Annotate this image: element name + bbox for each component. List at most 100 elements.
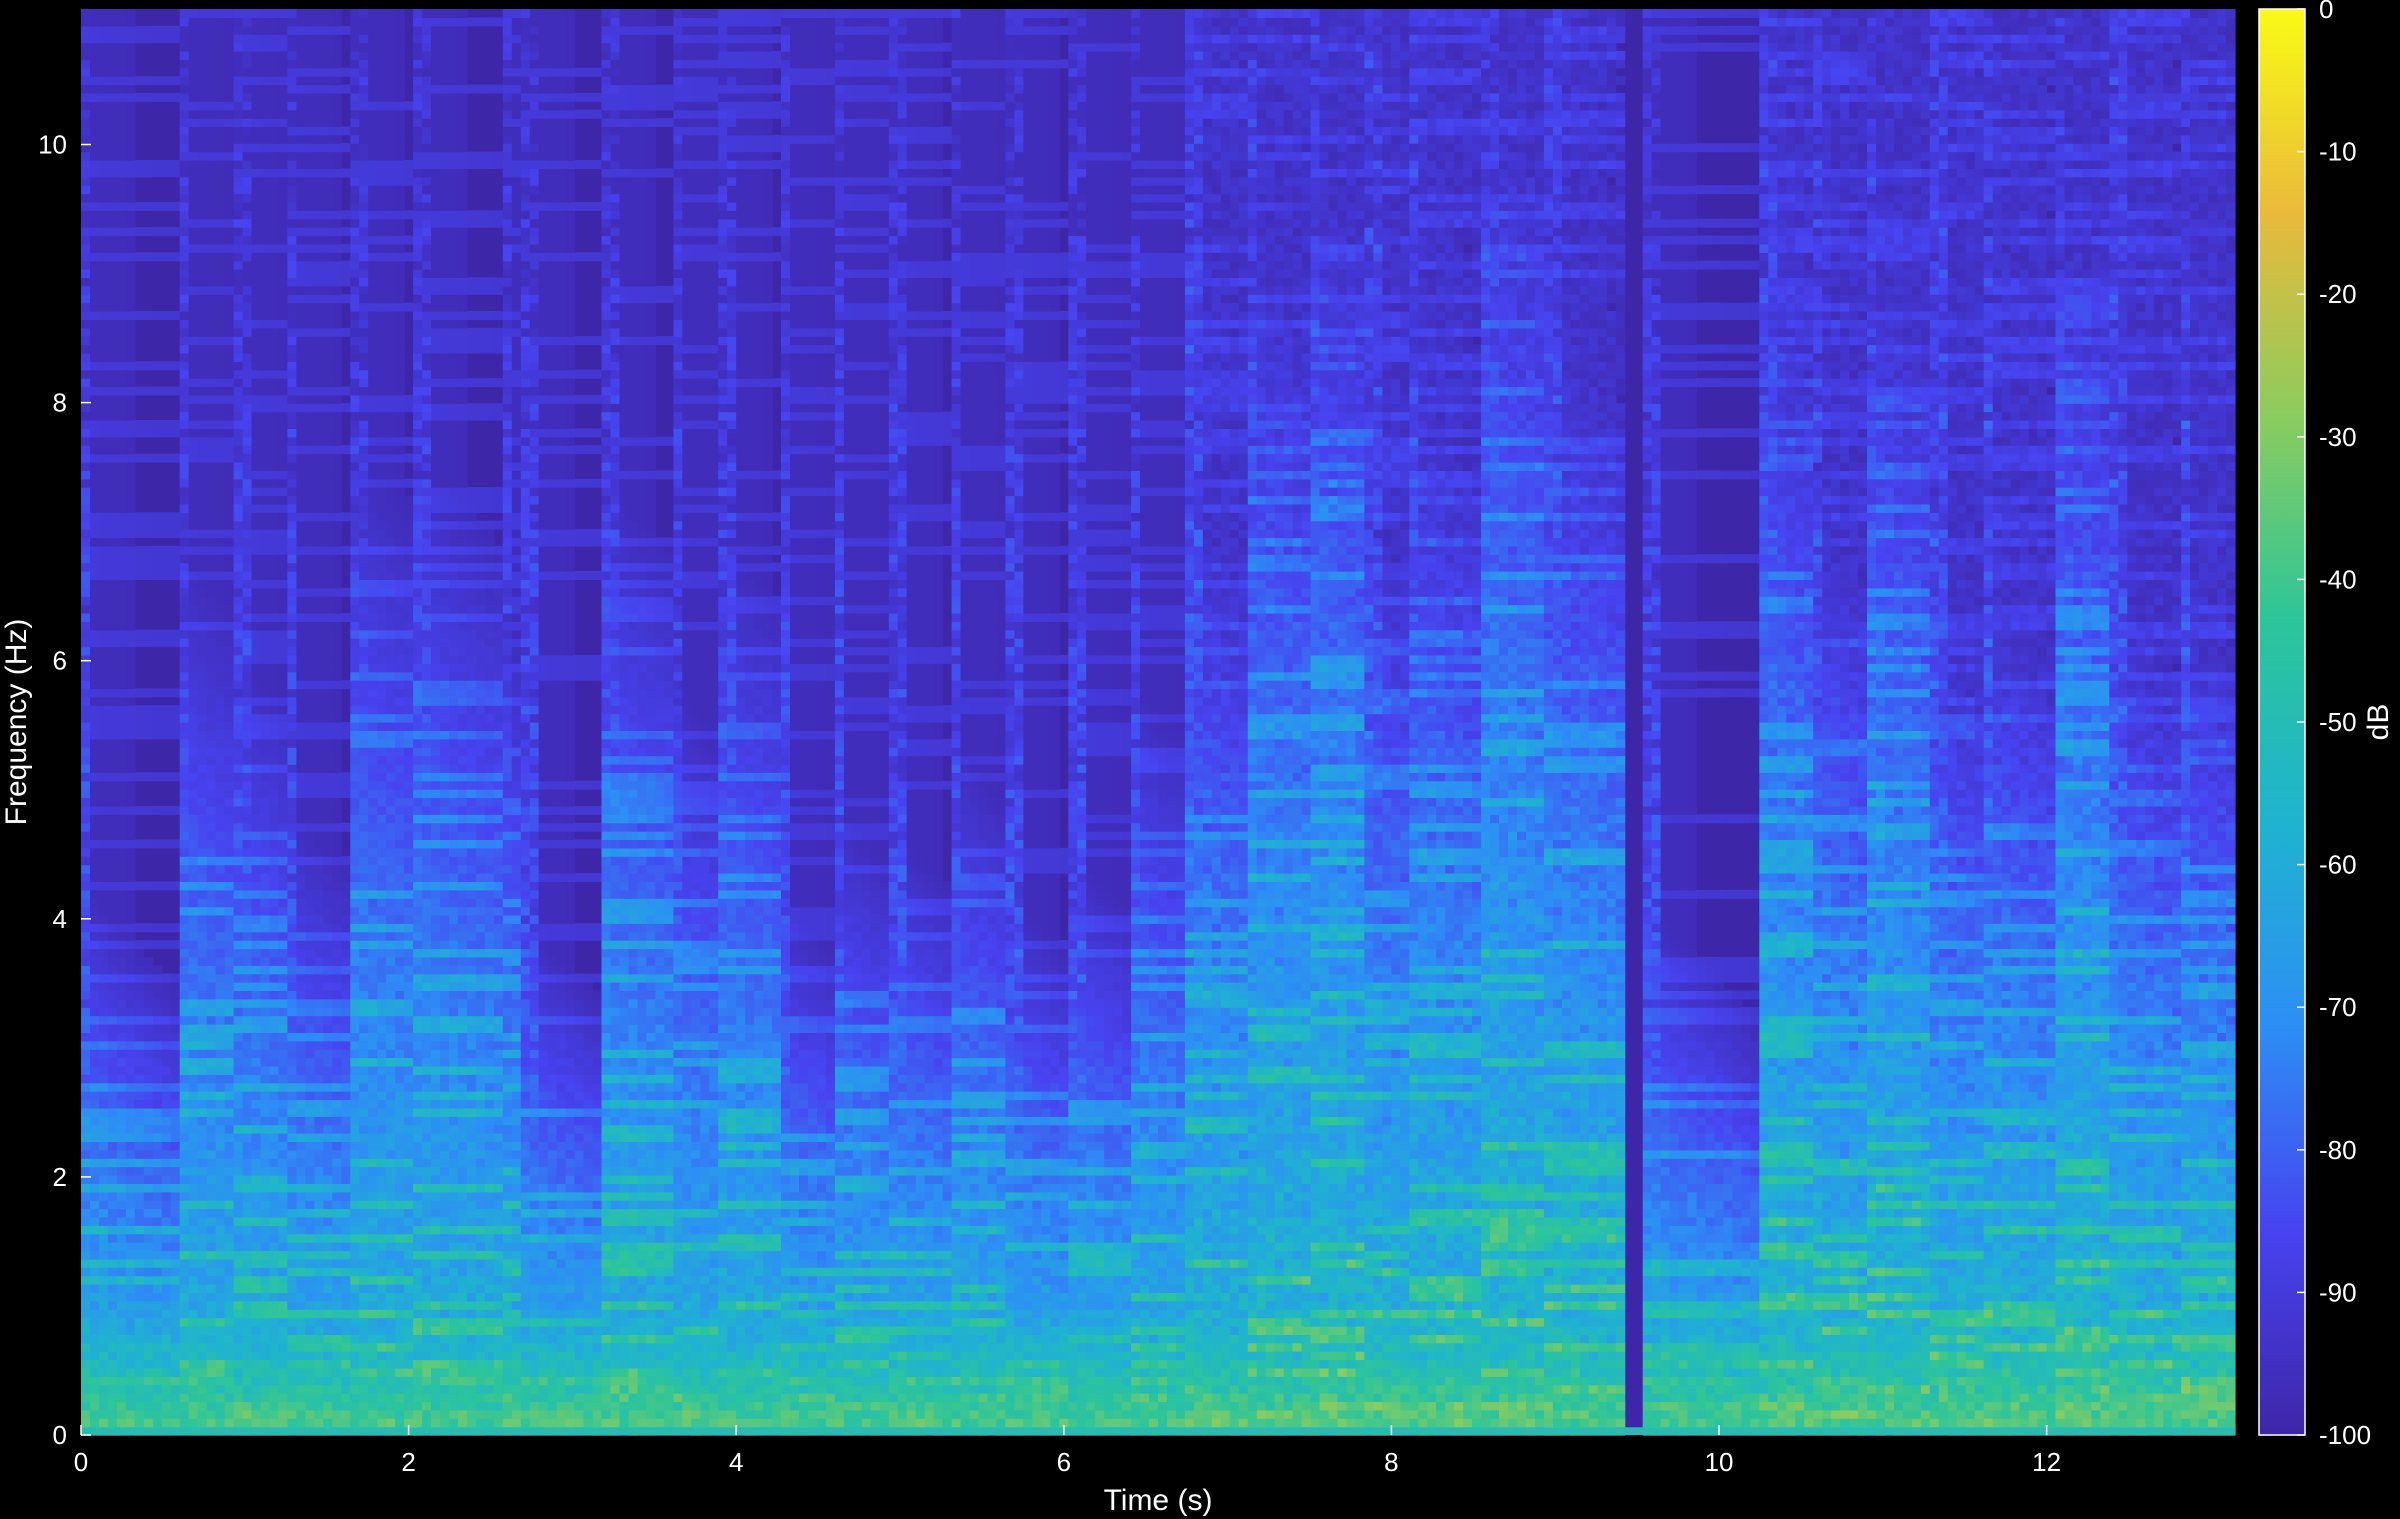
spectrogram-cell <box>126 479 136 488</box>
spectrogram-cell <box>126 470 136 479</box>
spectrogram-cell <box>252 269 262 278</box>
spectrogram-cell <box>162 1410 172 1419</box>
spectrogram-cell <box>144 26 154 35</box>
spectrogram-cell <box>278 881 288 890</box>
spectrogram-cell <box>261 185 271 194</box>
spectrogram-cell <box>144 252 154 261</box>
spectrogram-cell <box>180 1326 190 1335</box>
spectrogram-cell <box>90 487 100 496</box>
spectrogram-cell <box>81 1334 91 1343</box>
spectrogram-cell <box>144 1150 154 1159</box>
spectrogram-cell <box>243 571 253 580</box>
spectrogram-cell <box>252 236 262 245</box>
spectrogram-cell <box>234 1041 244 1050</box>
spectrogram-cell <box>287 1351 297 1360</box>
spectrogram-cell <box>216 244 226 253</box>
spectrogram-cell <box>216 865 226 874</box>
spectrogram-cell <box>278 1284 288 1293</box>
spectrogram-cell <box>270 1318 280 1327</box>
spectrogram-cell <box>207 194 217 203</box>
spectrogram-cell <box>135 512 145 521</box>
spectrogram-cell <box>189 512 199 521</box>
spectrogram-cell <box>180 990 190 999</box>
spectrogram-cell <box>180 881 190 890</box>
spectrogram-cell <box>278 538 288 547</box>
spectrogram-cell <box>99 51 109 60</box>
spectrogram-cell <box>216 328 226 337</box>
spectrogram-cell <box>81 932 91 941</box>
spectrogram-cell <box>189 1410 199 1419</box>
spectrogram-cell <box>270 848 280 857</box>
spectrogram-cell <box>216 1393 226 1402</box>
spectrogram-cell <box>171 1259 181 1268</box>
spectrogram-cell <box>234 831 244 840</box>
spectrogram-cell <box>108 194 118 203</box>
spectrogram-cell <box>216 915 226 924</box>
spectrogram-cell <box>126 563 136 572</box>
spectrogram-cell <box>198 1116 208 1125</box>
spectrogram-cell <box>99 1125 109 1134</box>
spectrogram-cell <box>270 1376 280 1385</box>
spectrogram-cell <box>270 462 280 471</box>
spectrogram-cell <box>81 613 91 622</box>
spectrogram-cell <box>180 529 190 538</box>
spectrogram-cell <box>90 311 100 320</box>
spectrogram-cell <box>216 470 226 479</box>
spectrogram-cell <box>108 1225 118 1234</box>
spectrogram-cell <box>270 865 280 874</box>
spectrogram-cell <box>180 873 190 882</box>
spectrogram-cell <box>162 1242 172 1251</box>
spectrogram-cell <box>81 806 91 815</box>
spectrogram-cell <box>278 697 288 706</box>
spectrogram-cell <box>207 1292 217 1301</box>
spectrogram-cell <box>180 1209 190 1218</box>
spectrogram-cell <box>135 311 145 320</box>
spectrogram-cell <box>171 26 181 35</box>
spectrogram-cell <box>81 135 91 144</box>
spectrogram-cell <box>108 940 118 949</box>
spectrogram-cell <box>278 1141 288 1150</box>
spectrogram-cell <box>270 697 280 706</box>
spectrogram-cell <box>234 730 244 739</box>
spectrogram-cell <box>278 294 288 303</box>
spectrogram-cell <box>81 940 91 949</box>
spectrogram-cell <box>90 1141 100 1150</box>
spectrogram-cell <box>270 1385 280 1394</box>
spectrogram-cell <box>278 756 288 765</box>
spectrogram-cell <box>278 9 288 18</box>
spectrogram-cell <box>207 638 217 647</box>
spectrogram-cell <box>81 605 91 614</box>
spectrogram-cell <box>99 168 109 177</box>
spectrogram-cell <box>135 1016 145 1025</box>
spectrogram-cell <box>81 1041 91 1050</box>
spectrogram-cell <box>261 521 271 530</box>
spectrogram-cell <box>126 965 136 974</box>
spectrogram-cell <box>135 1267 145 1276</box>
spectrogram-cell <box>189 1318 199 1327</box>
spectrogram-cell <box>252 672 262 681</box>
spectrogram-cell <box>216 1024 226 1033</box>
spectrogram-cell <box>99 17 109 26</box>
spectrogram-cell <box>189 579 199 588</box>
spectrogram-cell <box>216 9 226 18</box>
spectrogram-cell <box>189 1351 199 1360</box>
spectrogram-cell <box>261 1150 271 1159</box>
spectrogram-cell <box>81 848 91 857</box>
spectrogram-cell <box>198 143 208 152</box>
spectrogram-cell <box>216 345 226 354</box>
spectrogram-cell <box>144 1334 154 1343</box>
spectrogram-cell <box>234 76 244 85</box>
spectrogram-cell <box>153 638 163 647</box>
spectrogram-cell <box>90 1200 100 1209</box>
spectrogram-cell <box>126 395 136 404</box>
spectrogram-cell <box>234 739 244 748</box>
spectrogram-cell <box>261 395 271 404</box>
spectrogram-cell <box>108 1074 118 1083</box>
spectrogram-cell <box>180 227 190 236</box>
spectrogram-cell <box>189 1016 199 1025</box>
spectrogram-cell <box>189 336 199 345</box>
spectrogram-cell <box>216 17 226 26</box>
spectrogram-cell <box>180 395 190 404</box>
spectrogram-cell <box>261 915 271 924</box>
spectrogram-cell <box>287 462 297 471</box>
